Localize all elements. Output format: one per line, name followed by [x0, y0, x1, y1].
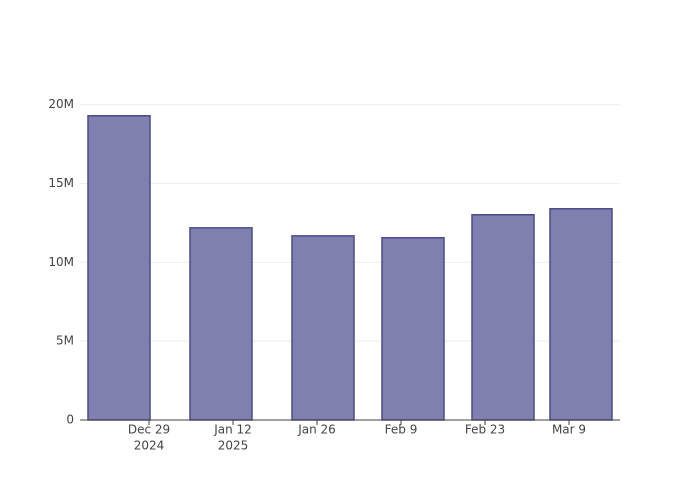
y-tick-label: 5M: [56, 334, 74, 348]
x-tick-label: Jan 26: [297, 423, 336, 437]
y-tick-label: 0: [66, 413, 74, 427]
bar: [87, 115, 151, 421]
x-tick-label: Feb 23: [465, 423, 505, 437]
y-tick-label: 20M: [48, 97, 74, 111]
x-tick-label: 2025: [218, 439, 249, 453]
bar: [549, 208, 613, 421]
x-tick-label: Jan 12: [213, 423, 252, 437]
bar: [471, 214, 535, 421]
x-tick-label: 2024: [134, 439, 165, 453]
y-tick-label: 15M: [48, 176, 74, 190]
y-tick-label: 10M: [48, 255, 74, 269]
x-tick-label: Mar 9: [552, 423, 586, 437]
bar: [381, 237, 445, 421]
bar: [291, 235, 355, 421]
bar: [189, 227, 253, 421]
x-tick-label: Dec 29: [128, 423, 170, 437]
x-tick-label: Feb 9: [385, 423, 418, 437]
